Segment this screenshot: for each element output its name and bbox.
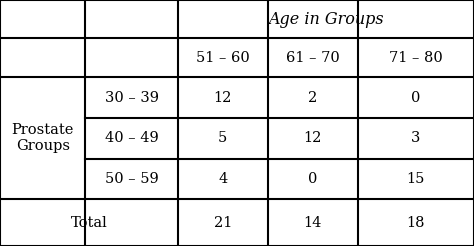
Text: 71 – 80: 71 – 80 xyxy=(389,51,443,65)
Text: 2: 2 xyxy=(308,91,318,105)
Text: 30 – 39: 30 – 39 xyxy=(105,91,158,105)
Text: 4: 4 xyxy=(218,172,228,186)
Text: Age in Groups: Age in Groups xyxy=(268,11,383,28)
Text: 3: 3 xyxy=(411,131,420,145)
Text: 40 – 49: 40 – 49 xyxy=(105,131,158,145)
Text: 61 – 70: 61 – 70 xyxy=(286,51,340,65)
Text: 51 – 60: 51 – 60 xyxy=(196,51,250,65)
Text: 21: 21 xyxy=(214,216,232,230)
Text: 0: 0 xyxy=(308,172,318,186)
Text: 15: 15 xyxy=(407,172,425,186)
Text: 12: 12 xyxy=(214,91,232,105)
Text: 12: 12 xyxy=(304,131,322,145)
Text: Prostate
Groups: Prostate Groups xyxy=(11,123,74,154)
Text: 5: 5 xyxy=(218,131,228,145)
Text: 14: 14 xyxy=(304,216,322,230)
Text: 18: 18 xyxy=(407,216,425,230)
Text: 50 – 59: 50 – 59 xyxy=(105,172,158,186)
Text: Total: Total xyxy=(71,216,107,230)
Text: 0: 0 xyxy=(411,91,420,105)
